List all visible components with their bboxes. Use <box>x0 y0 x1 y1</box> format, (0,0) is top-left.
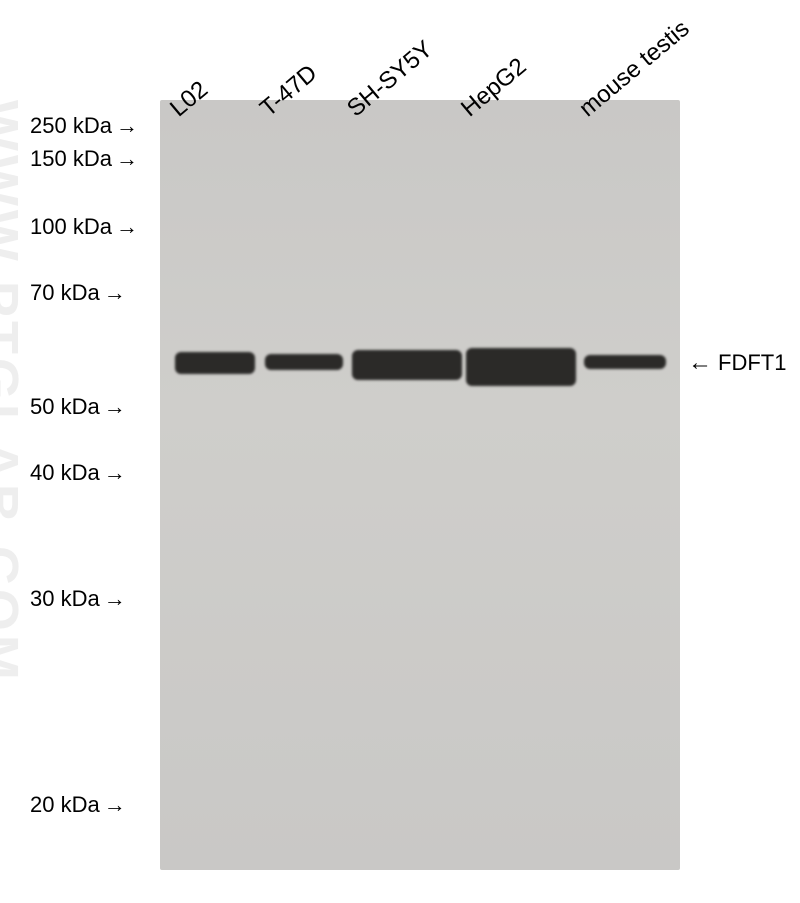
band-lane-1 <box>175 352 255 374</box>
watermark-text: WWW.PTGLAB.COM <box>0 100 30 684</box>
arrow-right-icon: → <box>104 588 126 610</box>
mw-marker-text: 70 kDa <box>30 280 100 306</box>
arrow-right-icon: → <box>104 282 126 304</box>
mw-marker-text: 20 kDa <box>30 792 100 818</box>
mw-marker-40: 40 kDa→ <box>30 460 126 486</box>
arrow-right-icon: → <box>116 216 138 238</box>
mw-marker-text: 250 kDa <box>30 113 112 139</box>
mw-marker-100: 100 kDa→ <box>30 214 138 240</box>
band-lane-4 <box>466 348 576 386</box>
arrow-right-icon: → <box>104 396 126 418</box>
target-protein-name: FDFT1 <box>718 350 786 376</box>
mw-marker-text: 50 kDa <box>30 394 100 420</box>
figure-container: WWW.PTGLAB.COM 250 kDa→150 kDa→100 kDa→7… <box>0 0 800 903</box>
band-lane-2 <box>265 354 343 370</box>
arrow-right-icon: → <box>116 148 138 170</box>
blot-area <box>160 100 680 870</box>
arrow-right-icon: → <box>104 794 126 816</box>
mw-marker-text: 30 kDa <box>30 586 100 612</box>
arrow-left-icon: ← <box>688 351 712 375</box>
arrow-right-icon: → <box>104 462 126 484</box>
mw-marker-70: 70 kDa→ <box>30 280 126 306</box>
mw-marker-50: 50 kDa→ <box>30 394 126 420</box>
band-lane-3 <box>352 350 462 380</box>
band-lane-5 <box>584 355 666 369</box>
mw-marker-text: 100 kDa <box>30 214 112 240</box>
mw-marker-text: 40 kDa <box>30 460 100 486</box>
mw-marker-30: 30 kDa→ <box>30 586 126 612</box>
mw-marker-250: 250 kDa→ <box>30 113 138 139</box>
arrow-right-icon: → <box>116 115 138 137</box>
target-protein-label: ← FDFT1 <box>688 350 786 376</box>
mw-marker-20: 20 kDa→ <box>30 792 126 818</box>
mw-marker-text: 150 kDa <box>30 146 112 172</box>
blot-background <box>160 100 680 870</box>
mw-marker-150: 150 kDa→ <box>30 146 138 172</box>
